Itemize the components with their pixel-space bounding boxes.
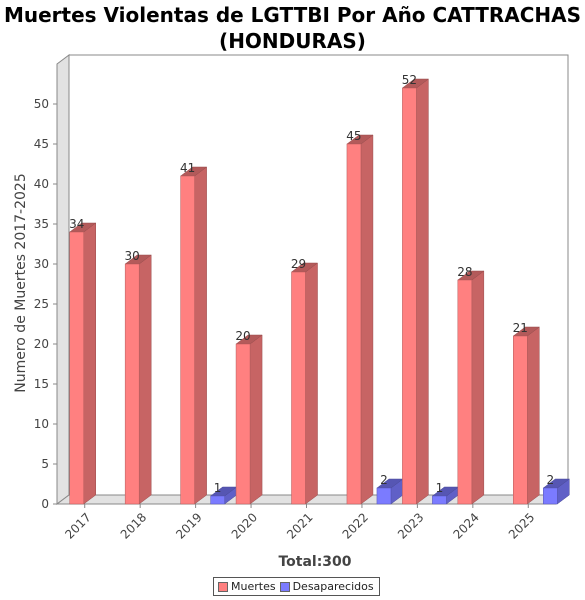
data-label-desaparecidos: 2 — [546, 473, 554, 487]
bar-muertes-2017 — [68, 222, 97, 505]
data-label-desaparecidos: 1 — [436, 481, 444, 495]
legend-label: Muertes — [231, 580, 276, 593]
data-label-muertes: 41 — [180, 161, 195, 175]
y-tick-label: 5 — [41, 457, 49, 471]
bar-desaparecidos-2022 — [376, 478, 404, 505]
data-label-muertes: 28 — [457, 265, 472, 279]
y-tick-label: 50 — [34, 97, 49, 111]
bar-desaparecidos-2019 — [209, 486, 238, 505]
x-tick-label: 2020 — [229, 510, 260, 541]
data-label-desaparecidos: 1 — [214, 481, 222, 495]
legend-item-desaparecidos: Desaparecidos — [279, 580, 374, 593]
bar-muertes-2024 — [457, 270, 485, 505]
x-tick-label: 2021 — [284, 510, 315, 541]
bar-muertes-2019 — [179, 166, 208, 505]
x-tick-label: 2024 — [450, 510, 481, 541]
y-tick-label: 20 — [34, 337, 49, 351]
bar-muertes-2021 — [290, 262, 319, 505]
y-tick-label: 45 — [34, 137, 49, 151]
x-tick-label: 2017 — [62, 510, 93, 541]
bars — [68, 78, 571, 505]
y-tick-label: 10 — [34, 417, 49, 431]
y-tick-label: 40 — [34, 177, 49, 191]
side-wall — [56, 54, 70, 505]
data-labels: 34 30 41 1 20 29 45 2 52 1 28 21 2 — [69, 73, 554, 495]
total-label: Total:300 — [278, 554, 351, 570]
y-tick-label: 35 — [34, 217, 49, 231]
bar-muertes-2025 — [512, 326, 541, 505]
x-tick-label: 2025 — [506, 510, 537, 541]
bar-muertes-2022 — [346, 134, 374, 505]
x-tick-label: 2019 — [173, 510, 204, 541]
data-label-muertes: 52 — [402, 73, 417, 87]
x-tick-label: 2023 — [395, 510, 426, 541]
chart-title-line-2: (HONDURAS) — [219, 29, 366, 53]
bar-muertes-2018 — [124, 254, 152, 505]
y-axis-title: Numero de Muertes 2017-2025 — [13, 173, 29, 393]
y-tick-label: 15 — [34, 377, 49, 391]
legend-swatch — [218, 581, 228, 592]
bar-desaparecidos-2023 — [431, 486, 460, 505]
legend-label: Desaparecidos — [292, 580, 374, 593]
data-label-muertes: 45 — [346, 129, 361, 143]
legend-swatch — [279, 581, 290, 592]
y-tick-label: 25 — [34, 297, 49, 311]
data-label-muertes: 20 — [235, 329, 250, 343]
x-tick-label: 2018 — [118, 510, 149, 541]
bar-muertes-2020 — [235, 334, 263, 505]
data-label-muertes: 29 — [291, 257, 306, 271]
legend-item-muertes: Muertes — [218, 580, 276, 593]
bar-muertes-2023 — [401, 78, 430, 505]
back-wall — [68, 54, 569, 496]
x-tick-label: 2022 — [340, 510, 371, 541]
data-label-muertes: 21 — [513, 321, 528, 335]
chart-title: Muertes Violentas de LGTTBI Por Año CATT… — [0, 2, 585, 54]
data-label-muertes: 34 — [69, 217, 84, 231]
data-label-desaparecidos: 2 — [380, 473, 388, 487]
y-tick-label: 0 — [41, 497, 49, 511]
bar-desaparecidos-2025 — [542, 478, 571, 505]
legend: Muertes Desaparecidos — [213, 577, 380, 596]
data-label-muertes: 30 — [125, 249, 140, 263]
y-tick-label: 30 — [34, 257, 49, 271]
chart-title-line-1: Muertes Violentas de LGTTBI Por Año CATT… — [3, 3, 582, 27]
